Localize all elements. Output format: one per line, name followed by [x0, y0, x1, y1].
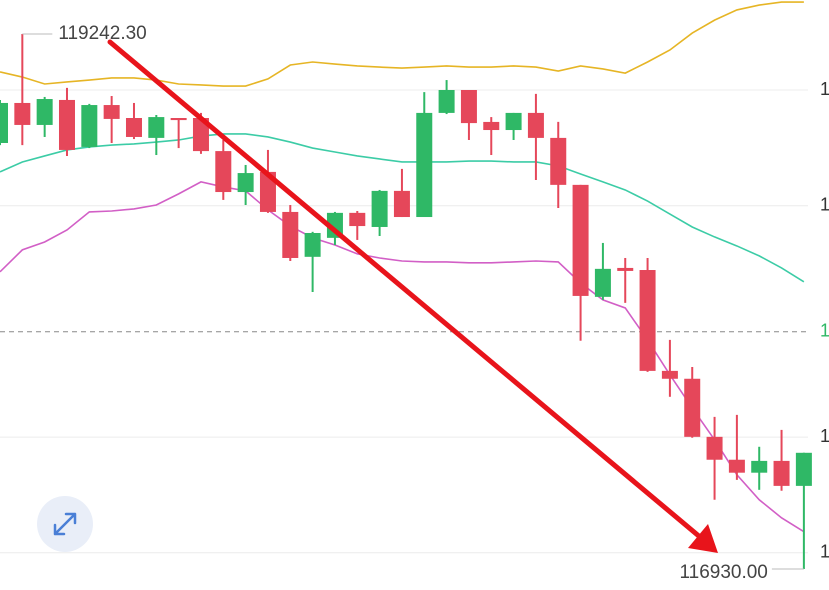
candle-body — [393, 190, 410, 218]
candle-body — [215, 151, 232, 193]
candle-body — [103, 105, 120, 119]
candle-body — [617, 267, 634, 271]
candle-body — [81, 105, 98, 147]
candle-body — [237, 173, 254, 193]
labels: 1 1 1 1 1 119242.30 116930.00 — [22, 23, 829, 583]
candle-body — [639, 270, 656, 371]
expand-button[interactable] — [37, 496, 93, 552]
bands — [0, 1, 805, 533]
band-line — [0, 133, 805, 283]
trend-arrow — [107, 39, 718, 553]
candle-body — [706, 436, 723, 460]
candle-body — [282, 211, 299, 258]
candle-body — [304, 232, 321, 257]
candle-body — [148, 117, 165, 138]
candle-body — [728, 459, 745, 473]
y-tick-label: 1 — [820, 426, 829, 446]
y-tick-label: 1 — [820, 541, 829, 561]
candle-body — [684, 378, 701, 437]
candle-body — [773, 460, 790, 486]
candle-body — [416, 112, 433, 218]
band-line — [0, 181, 805, 533]
candle-body — [170, 118, 187, 121]
candle-body — [460, 90, 477, 124]
candle-body — [572, 184, 589, 296]
candle-body — [594, 268, 611, 297]
candle-body — [550, 137, 567, 185]
y-tick-label: 1 — [820, 79, 829, 99]
candle-body — [527, 112, 544, 138]
band-line — [0, 1, 804, 87]
candle-body — [58, 99, 75, 150]
candle-body — [36, 99, 53, 125]
expand-icon[interactable] — [53, 512, 77, 536]
candle-body — [371, 190, 388, 227]
candles — [0, 33, 812, 569]
candle-body — [751, 460, 768, 473]
candle-body — [125, 118, 142, 137]
last-price-label: 1 — [820, 321, 829, 341]
candle-body — [259, 171, 276, 212]
candle-body — [505, 112, 522, 131]
candle-body — [349, 212, 366, 227]
grid — [0, 89, 808, 554]
candle-body — [483, 121, 500, 131]
arrow-head — [688, 524, 718, 553]
annotation-label: 119242.30 — [58, 23, 146, 44]
arrow-shaft — [107, 39, 703, 540]
candle-body — [192, 118, 209, 152]
candle-body — [438, 90, 455, 113]
candle-body — [795, 452, 812, 486]
candle-body — [14, 102, 31, 125]
candle-body — [0, 102, 8, 143]
y-tick-label: 1 — [820, 194, 829, 214]
annotation-label: 116930.00 — [679, 562, 767, 583]
candle-body — [661, 370, 678, 379]
